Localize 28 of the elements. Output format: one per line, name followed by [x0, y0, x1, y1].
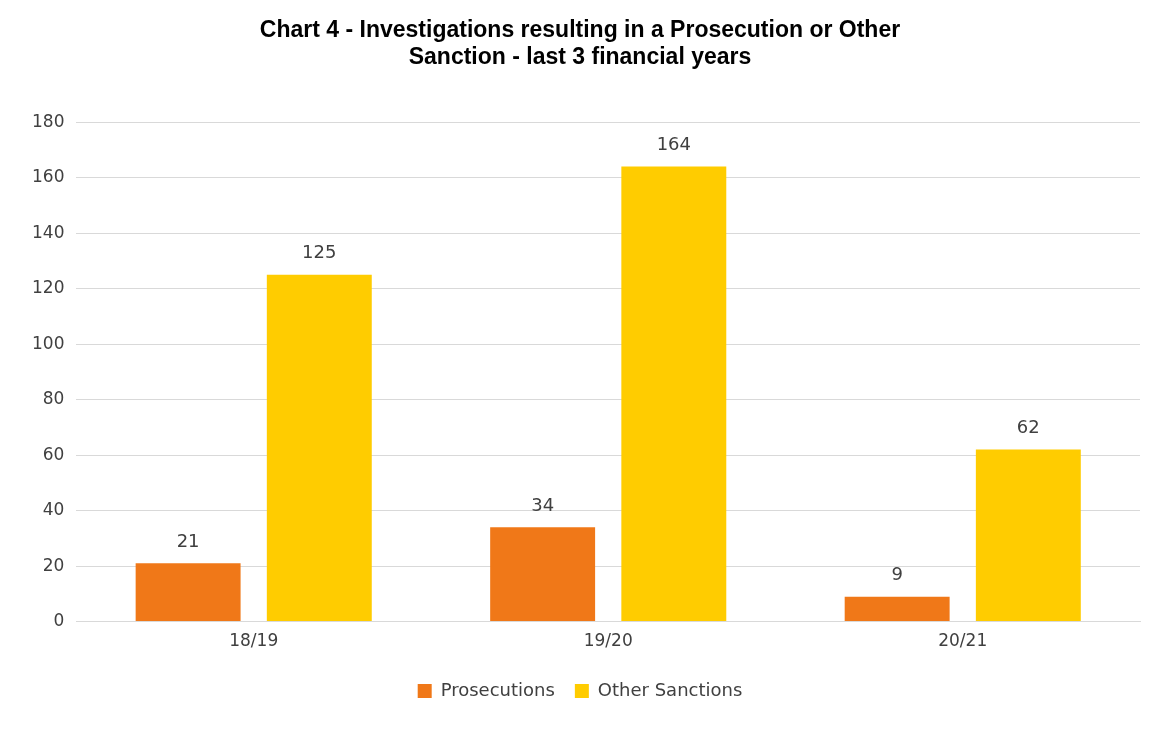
y-tick-label: 180	[31, 110, 65, 131]
chart-title: Chart 4 - Investigations resulting in a Prosecution or Other Sanction - last 3 financial years	[258, 16, 902, 70]
legend-label: Prosecutions	[440, 678, 555, 700]
x-tick-label: 19/20	[583, 630, 633, 651]
bar	[621, 166, 727, 622]
data-label: 34	[531, 493, 555, 515]
y-tick-label: 20	[42, 554, 65, 575]
x-tick-label: 18/19	[229, 630, 279, 651]
bar	[844, 596, 950, 622]
y-tick-label: 160	[31, 166, 65, 187]
y-tick-label: 140	[31, 221, 65, 242]
bar	[135, 563, 241, 622]
y-tick-label: 40	[42, 499, 65, 520]
data-label: 125	[302, 241, 337, 263]
data-label: 9	[891, 563, 903, 585]
data-label: 62	[1016, 416, 1040, 438]
bar	[266, 274, 372, 622]
data-label: 21	[176, 530, 200, 552]
y-tick-label: 0	[53, 610, 65, 631]
bar	[975, 449, 1081, 622]
bar	[490, 527, 596, 622]
y-tick-label: 100	[31, 332, 65, 353]
y-tick-label: 80	[42, 388, 65, 409]
legend-label: Other Sanctions	[597, 678, 743, 700]
y-tick-label: 120	[31, 277, 65, 298]
y-tick-label: 60	[42, 443, 65, 464]
data-label: 164	[656, 133, 691, 155]
x-tick-label: 20/21	[938, 630, 988, 651]
